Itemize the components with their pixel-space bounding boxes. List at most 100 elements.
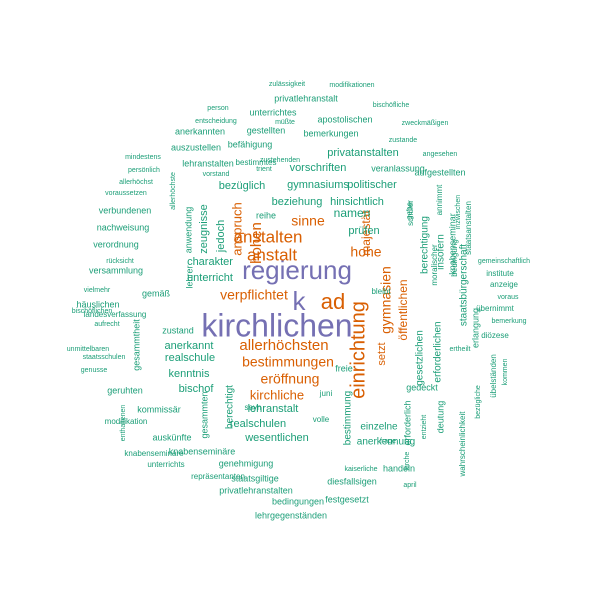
cloud-word: staatsbürgerschaft (459, 244, 470, 326)
cloud-word: einrichtung (347, 301, 369, 399)
cloud-word: gesammten (199, 391, 209, 438)
cloud-word: staatsgiltige (231, 473, 279, 483)
cloud-word: bezügliche (475, 385, 482, 419)
cloud-word: charakter (187, 256, 233, 268)
cloud-word: rücksicht (106, 258, 134, 265)
cloud-word: vorstand (203, 171, 230, 178)
cloud-word: gedeckt (406, 382, 438, 392)
cloud-word: kommissär (137, 404, 181, 414)
cloud-word: bemerkungen (303, 128, 358, 138)
cloud-word: inzwischen (455, 195, 462, 229)
cloud-word: entscheidung (195, 118, 237, 125)
cloud-word: voraussetzen (105, 190, 147, 197)
cloud-word: vorschriften (290, 162, 347, 174)
cloud-word: berechtigt (225, 385, 236, 429)
cloud-word: versammlung (89, 265, 143, 275)
cloud-word: ad (321, 289, 345, 314)
cloud-word: ertheilt (449, 346, 470, 353)
cloud-word: mindestens (125, 154, 161, 161)
cloud-word: lehranstalten (182, 158, 234, 168)
cloud-word: lehranstalt (248, 403, 299, 415)
cloud-word: lehrgegenständen (255, 510, 327, 520)
cloud-word: zeugnisse (198, 204, 210, 254)
cloud-word: prüfen (348, 225, 379, 237)
cloud-word: hohe (350, 244, 381, 260)
cloud-word: wahrscheinlichkeit (458, 411, 467, 478)
cloud-word: verordnung (93, 239, 139, 249)
cloud-word: unterricht (187, 272, 233, 284)
cloud-word: privatanstalten (327, 147, 399, 159)
cloud-word: repräsentanten (191, 472, 245, 481)
cloud-word: kommen (502, 358, 509, 385)
cloud-word: handeln (383, 463, 415, 473)
cloud-word: vielmehr (84, 287, 111, 294)
cloud-word: bestimmtes (236, 158, 277, 167)
cloud-word: schüler (406, 200, 415, 226)
cloud-word: regierung (242, 255, 352, 285)
cloud-word: anzeige (490, 280, 519, 289)
cloud-word: knabenseminare (124, 449, 184, 458)
cloud-word: übernimmt (476, 304, 515, 313)
cloud-word: aufrecht (94, 321, 119, 328)
cloud-word: genehmigung (219, 458, 274, 468)
cloud-word: öffentlichen (396, 279, 410, 340)
cloud-word: anerkannt (165, 340, 214, 352)
cloud-word: k (293, 286, 307, 316)
cloud-word: enthaltenen (120, 405, 127, 442)
cloud-word: allerhöchste (170, 172, 177, 210)
cloud-word: gymnasien (378, 266, 394, 334)
cloud-word: anwendung (183, 207, 193, 254)
cloud-word: trient (256, 166, 272, 173)
cloud-word: lehrer (184, 265, 194, 288)
cloud-word: privatlehranstalten (219, 485, 293, 495)
cloud-word: gesetzlichen (415, 330, 426, 386)
cloud-word: diesfallsigen (327, 476, 377, 486)
cloud-word: setzt (376, 342, 388, 365)
cloud-word: kenntnis (169, 368, 210, 380)
cloud-word: veranlassung (371, 163, 425, 173)
cloud-word: beziehung (272, 196, 323, 208)
cloud-word: bedingung (450, 239, 459, 276)
cloud-word: sinne (291, 213, 325, 229)
cloud-word: april (403, 482, 417, 489)
cloud-word: reihe (256, 210, 276, 220)
cloud-word: staatsschulen (83, 354, 126, 361)
cloud-word: juni (319, 389, 333, 398)
cloud-word: privatlehranstalt (274, 93, 338, 103)
cloud-word: kirchliche (250, 387, 304, 402)
cloud-word: volle (313, 415, 330, 424)
cloud-word: gesammtheit (131, 319, 141, 371)
cloud-word: verbundenen (99, 205, 152, 215)
cloud-word: aufgestellten (414, 167, 465, 177)
cloud-word: häuslichen (76, 299, 119, 309)
cloud-word: bestimmungen (242, 354, 334, 370)
cloud-word: erforderlich (402, 400, 412, 445)
cloud-word: voraus (497, 294, 519, 301)
cloud-word: einzelne (360, 422, 398, 433)
cloud-word: knabenseminar (447, 213, 457, 275)
cloud-word: anerkannten (175, 126, 225, 136)
cloud-word: befähigung (228, 139, 273, 149)
cloud-word: nachweisung (97, 222, 150, 232)
cloud-word: jedoch (215, 220, 227, 253)
cloud-word: festgesetzt (325, 494, 369, 504)
cloud-word: kirche (404, 452, 411, 471)
cloud-word: allerhöchst (119, 179, 153, 186)
cloud-word: anstalt (247, 245, 297, 264)
cloud-word: unmittelbaren (67, 346, 110, 353)
cloud-word: gemäß (142, 288, 171, 298)
cloud-word: zulässigkeit (269, 81, 305, 88)
cloud-word: wesentlichen (244, 432, 309, 444)
cloud-word: gymnasiums (287, 179, 349, 191)
cloud-word: hohen (248, 222, 265, 264)
cloud-word: erforderlichen (433, 321, 444, 382)
cloud-word: eröffnung (261, 371, 320, 387)
cloud-word: verpflichtet (220, 287, 288, 303)
cloud-word: zustehenden (260, 157, 300, 164)
cloud-word: landesverfassung (84, 310, 147, 319)
cloud-word: seyn (245, 403, 262, 412)
cloud-word: auskünfte (152, 432, 191, 442)
cloud-word: person (207, 105, 229, 112)
